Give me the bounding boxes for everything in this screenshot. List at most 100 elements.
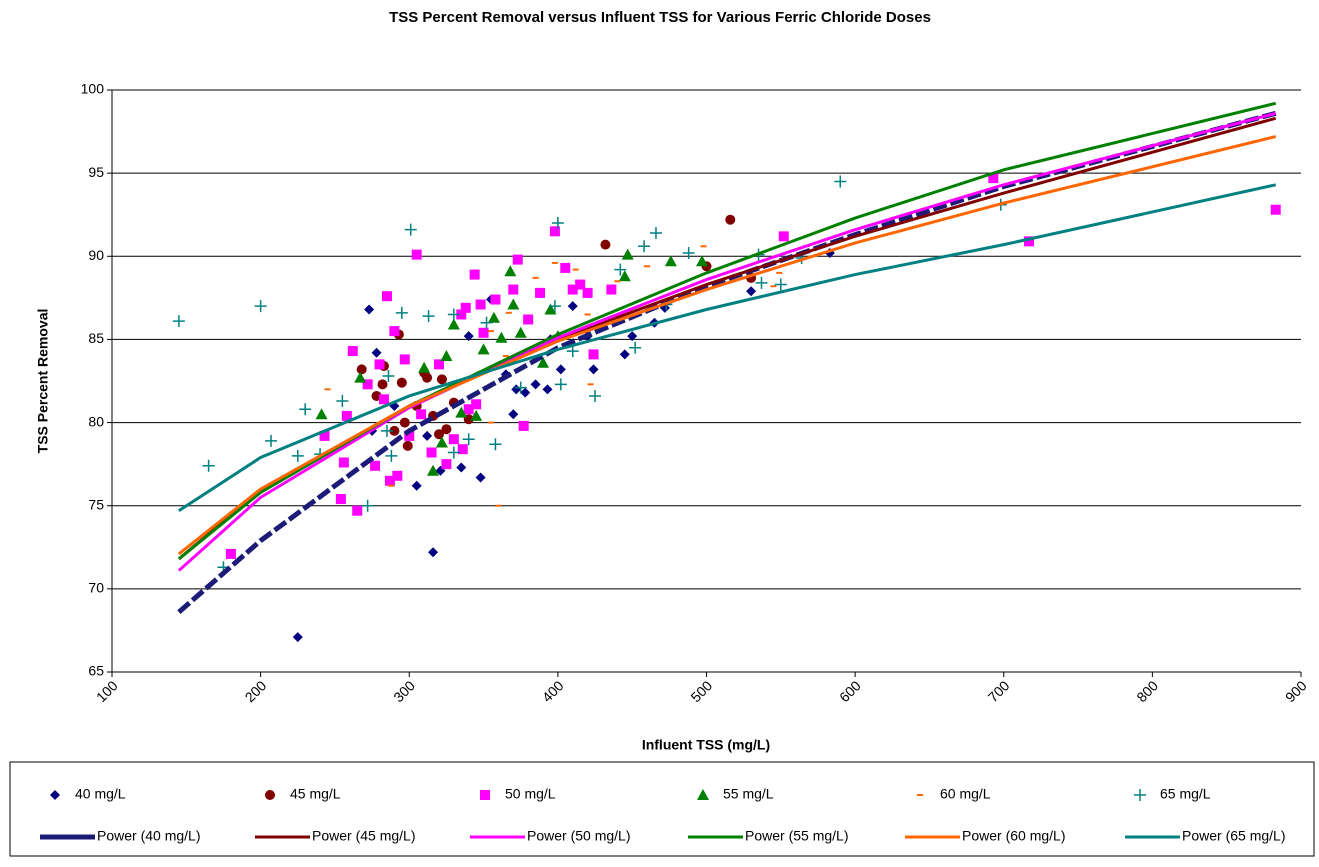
data-point: [554, 378, 567, 391]
data-point: [395, 306, 408, 319]
data-point: [530, 379, 541, 390]
data-point: [696, 255, 709, 267]
data-point: [511, 384, 522, 395]
data-point: [478, 327, 489, 338]
data-point: [172, 315, 185, 328]
data-point: [392, 470, 403, 481]
data-point: [567, 284, 578, 295]
legend-label: Power (40 mg/L): [97, 828, 200, 844]
data-point: [427, 464, 440, 476]
data-point: [682, 246, 695, 259]
data-point: [381, 291, 392, 302]
data-point: [518, 420, 529, 431]
data-point: [426, 447, 437, 458]
data-point: [490, 294, 501, 305]
y-tick-label: 100: [81, 81, 105, 97]
legend-label: Power (45 mg/L): [312, 828, 415, 844]
data-point: [422, 430, 433, 441]
data-point: [356, 364, 367, 375]
data-point: [463, 404, 474, 415]
x-tick-label: 200: [242, 677, 270, 705]
data-point: [507, 298, 520, 310]
data-point: [448, 434, 459, 445]
data-point: [619, 349, 630, 360]
data-point: [402, 440, 413, 451]
y-tick-label: 85: [88, 330, 104, 346]
data-point: [456, 309, 467, 320]
data-point: [1270, 204, 1281, 215]
data-point: [489, 438, 502, 451]
data-point: [364, 304, 375, 315]
data-point: [336, 394, 349, 407]
data-point: [560, 262, 571, 273]
y-tick-label: 90: [88, 247, 104, 263]
data-point: [399, 417, 410, 428]
data-point: [480, 316, 493, 329]
trendline: [177, 101, 1277, 561]
data-point: [649, 227, 662, 240]
data-point: [774, 278, 787, 291]
data-point: [389, 425, 400, 436]
data-point: [725, 214, 736, 225]
y-tick-label: 65: [88, 663, 104, 679]
trendline: [177, 110, 1277, 615]
data-point: [384, 475, 395, 486]
data-point: [447, 446, 460, 459]
trendline: [177, 135, 1277, 556]
data-point: [418, 361, 431, 373]
data-point: [575, 279, 586, 290]
trendline: [177, 111, 1277, 572]
data-point: [447, 318, 460, 330]
legend-label: 55 mg/L: [723, 786, 774, 802]
data-point: [548, 300, 561, 313]
data-point: [441, 459, 452, 470]
legend-label: Power (65 mg/L): [1182, 828, 1285, 844]
x-tick-label: 300: [390, 677, 418, 705]
data-point: [457, 444, 468, 455]
data-point: [396, 377, 407, 388]
data-point: [354, 371, 367, 383]
y-tick-label: 80: [88, 413, 104, 429]
legend-marker: [1134, 789, 1146, 801]
data-point: [447, 308, 460, 321]
data-point: [380, 424, 393, 437]
y-axis-label: TSS Percent Removal: [35, 309, 51, 454]
data-point: [378, 394, 389, 405]
legend-marker: [480, 790, 490, 800]
data-point: [441, 424, 452, 435]
data-point: [254, 300, 267, 313]
data-point: [436, 374, 447, 385]
data-point: [404, 223, 417, 236]
x-tick-label: 700: [985, 677, 1013, 705]
legend-marker: [697, 789, 709, 800]
data-point: [338, 457, 349, 468]
data-point: [471, 399, 482, 410]
data-point: [433, 429, 444, 440]
data-point: [399, 354, 410, 365]
x-tick-label: 800: [1133, 677, 1161, 705]
legend-marker: [50, 790, 60, 800]
x-tick-label: 100: [93, 677, 121, 705]
data-point: [469, 269, 480, 280]
data-point: [435, 436, 448, 448]
data-point: [487, 311, 500, 323]
data-point: [566, 345, 579, 358]
data-point: [834, 175, 847, 188]
data-point: [291, 449, 304, 462]
data-point: [475, 472, 486, 483]
y-tick-label: 95: [88, 164, 104, 180]
y-tick-label: 75: [88, 496, 104, 512]
data-point: [292, 632, 303, 643]
data-point: [504, 265, 517, 277]
data-point: [404, 430, 415, 441]
data-point: [549, 226, 560, 237]
data-point: [508, 284, 519, 295]
data-point: [475, 299, 486, 310]
data-point: [589, 389, 602, 402]
data-point: [422, 372, 433, 383]
data-point: [544, 303, 557, 315]
data-point: [462, 433, 475, 446]
data-point: [778, 231, 789, 242]
data-point: [382, 370, 395, 383]
